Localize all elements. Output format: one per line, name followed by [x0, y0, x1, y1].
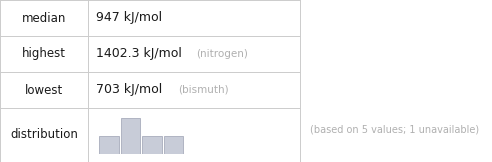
- Text: median: median: [22, 12, 66, 24]
- Text: 1402.3 kJ/mol: 1402.3 kJ/mol: [96, 47, 182, 60]
- Bar: [164, 136, 184, 154]
- Text: (based on 5 values; 1 unavailable): (based on 5 values; 1 unavailable): [310, 125, 479, 135]
- Text: highest: highest: [22, 47, 66, 60]
- Bar: [99, 136, 119, 154]
- Text: lowest: lowest: [25, 83, 63, 97]
- Bar: [121, 118, 140, 154]
- Text: 703 kJ/mol: 703 kJ/mol: [96, 83, 162, 97]
- Text: 947 kJ/mol: 947 kJ/mol: [96, 12, 162, 24]
- Bar: [142, 136, 162, 154]
- Text: distribution: distribution: [10, 128, 78, 141]
- Text: (bismuth): (bismuth): [178, 85, 229, 95]
- Text: (nitrogen): (nitrogen): [196, 49, 248, 59]
